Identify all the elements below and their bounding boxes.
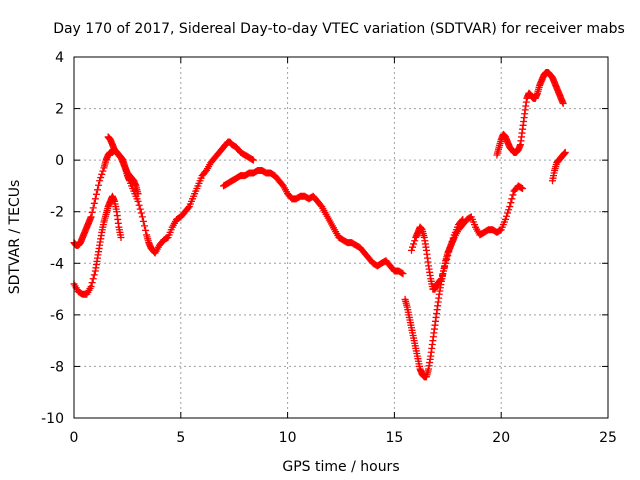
- x-tick-label: 5: [176, 430, 185, 446]
- data-point: [440, 267, 448, 275]
- x-axis-label: GPS time / hours: [282, 459, 399, 475]
- data-point: [519, 185, 527, 193]
- data-point: [92, 190, 100, 198]
- plot-frame: [73, 56, 609, 419]
- data-point: [134, 197, 142, 205]
- y-tick-label: -10: [41, 411, 64, 427]
- series-arc-4: [220, 166, 407, 278]
- chart-title: Day 170 of 2017, Sidereal Day-to-day VTE…: [53, 21, 625, 37]
- data-point: [507, 199, 515, 207]
- data-point: [504, 209, 512, 217]
- data-point: [448, 237, 456, 245]
- axis-ticks: 0 5 10 15 20 25 -10 -8 -6 -4 -2 0 2 4: [41, 50, 617, 446]
- data-point: [410, 240, 418, 248]
- x-tick-label: 10: [279, 430, 297, 446]
- data-point: [441, 263, 449, 271]
- data-point: [139, 217, 147, 225]
- series-arc-2: [70, 192, 125, 298]
- data-points: [70, 68, 569, 381]
- y-tick-label: 2: [55, 102, 64, 118]
- data-point: [559, 99, 567, 107]
- data-point: [561, 148, 569, 156]
- x-tick-label: 20: [492, 430, 510, 446]
- series-arc-7: [493, 68, 567, 159]
- data-point: [436, 276, 444, 284]
- y-tick-label: 0: [55, 153, 64, 169]
- x-tick-label: 25: [599, 430, 617, 446]
- grid-lines: [74, 57, 608, 418]
- series-arc-8: [548, 148, 569, 185]
- data-point: [90, 199, 98, 207]
- y-tick-label: -6: [50, 308, 64, 324]
- data-point: [407, 246, 415, 254]
- data-point: [458, 217, 466, 225]
- data-point: [96, 177, 104, 185]
- data-point: [184, 204, 192, 212]
- data-point: [89, 204, 97, 212]
- series-arc-6: [407, 215, 467, 293]
- data-point: [249, 156, 257, 164]
- data-point: [443, 255, 451, 263]
- data-point: [445, 248, 453, 256]
- data-point: [138, 213, 146, 221]
- y-axis-label: SDTVAR / TECUs: [7, 180, 23, 295]
- data-point: [136, 205, 144, 213]
- data-point: [399, 270, 407, 278]
- data-point: [137, 209, 145, 217]
- data-point: [442, 259, 450, 267]
- data-point: [97, 174, 105, 182]
- data-point: [87, 282, 95, 290]
- data-point: [90, 271, 98, 279]
- data-point: [437, 275, 445, 283]
- data-point: [501, 215, 509, 223]
- data-point: [87, 213, 95, 221]
- data-point: [411, 237, 419, 245]
- data-point: [459, 215, 467, 223]
- data-point: [506, 203, 514, 211]
- data-point: [438, 271, 446, 279]
- data-point: [117, 234, 125, 241]
- y-tick-label: 4: [55, 50, 64, 66]
- data-point: [503, 212, 511, 220]
- data-point: [135, 201, 143, 209]
- data-point: [505, 206, 513, 214]
- series-arc-3: [104, 133, 142, 198]
- data-point: [409, 243, 417, 251]
- data-point: [447, 241, 455, 249]
- y-tick-label: -8: [50, 359, 64, 375]
- x-tick-label: 15: [385, 430, 403, 446]
- x-tick-label: 0: [70, 430, 79, 446]
- data-point: [89, 275, 97, 283]
- data-point: [140, 222, 148, 230]
- data-point: [98, 170, 106, 178]
- data-point: [88, 279, 96, 287]
- data-point: [88, 208, 96, 216]
- y-tick-label: -2: [50, 205, 64, 221]
- data-point: [134, 190, 142, 198]
- data-point: [508, 195, 516, 203]
- data-point: [142, 226, 150, 234]
- data-point: [99, 167, 107, 175]
- data-point: [93, 186, 101, 194]
- data-point: [449, 234, 457, 242]
- data-point: [509, 191, 517, 199]
- y-tick-label: -4: [50, 256, 64, 272]
- data-point: [446, 244, 454, 252]
- data-point: [95, 181, 103, 189]
- data-point: [91, 195, 99, 203]
- data-point: [444, 252, 452, 260]
